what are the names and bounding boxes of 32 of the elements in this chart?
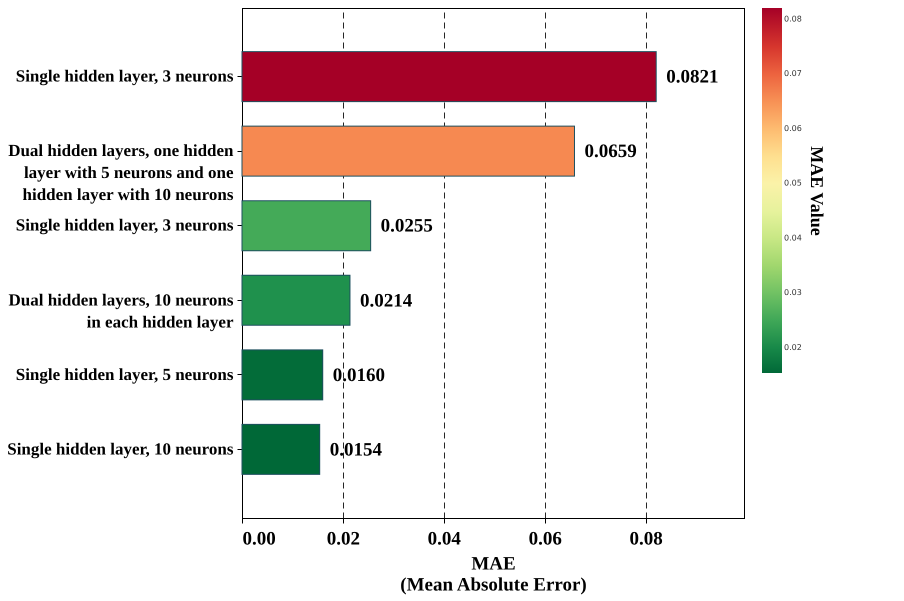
color-bar-label: 0.02	[784, 342, 802, 352]
data-label: 0.0821	[666, 66, 718, 88]
color-bar-label: 0.05	[784, 178, 802, 188]
bar	[242, 274, 350, 326]
y-tick-label: Dual hidden layers, one hidden layer with 5 neurons and one hidden layer with 10 neurons	[8, 141, 234, 204]
bar	[242, 349, 324, 400]
y-tick-label: Dual hidden layers, 10 neurons in each hidden layer	[8, 290, 234, 332]
bar	[242, 200, 372, 252]
bar	[242, 51, 657, 102]
x-axis-title: MAE (Mean Absolute Error)	[400, 554, 587, 596]
x-tick-label: 0.02	[326, 528, 360, 550]
x-tick-label: 0.08	[629, 528, 663, 550]
bar	[242, 126, 575, 177]
data-label: 0.0154	[330, 439, 382, 460]
color-bar-label: 0.03	[784, 288, 802, 298]
y-tick-label: Single hidden layer, 3 neurons	[16, 66, 234, 86]
y-tick-label: Single hidden layer, 5 neurons	[16, 364, 234, 384]
data-label: 0.0255	[380, 216, 433, 237]
y-tick-label: Single hidden layer, 10 neurons	[7, 439, 234, 458]
x-tick-label: 0.04	[428, 528, 462, 550]
bar	[242, 424, 320, 475]
color-bar-label: 0.08	[784, 14, 802, 24]
x-tick-label: 0.06	[528, 528, 562, 550]
data-label: 0.0659	[584, 141, 637, 162]
color-bar-label: 0.07	[784, 69, 802, 78]
x-tick-label: 0.00	[242, 528, 276, 550]
y-tick-label: Single hidden layer, 3 neurons	[16, 216, 234, 235]
color-bar-label: 0.04	[784, 233, 802, 242]
data-label: 0.0160	[332, 364, 385, 386]
data-label: 0.0214	[360, 290, 413, 312]
color-bar-label: 0.06	[784, 124, 802, 133]
color-bar-title: MAE Value	[807, 146, 827, 236]
